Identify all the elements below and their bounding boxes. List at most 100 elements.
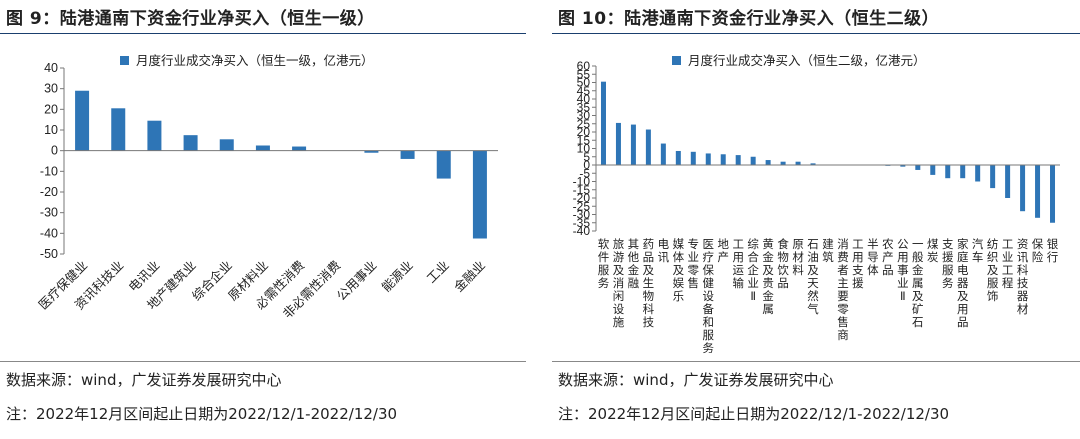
category-label: 务 bbox=[598, 276, 610, 290]
category-label: 及 bbox=[673, 263, 685, 277]
y-tick-label: 55 bbox=[577, 67, 591, 81]
category-label: 公用事业 bbox=[334, 258, 380, 304]
bar bbox=[960, 165, 966, 179]
category-label: 及 bbox=[643, 263, 655, 277]
y-tick-label: 0 bbox=[51, 144, 58, 158]
category-label: 工业 bbox=[424, 258, 452, 286]
y-tick-label: 10 bbox=[577, 142, 591, 156]
y-tick-label: 30 bbox=[44, 82, 58, 96]
y-tick-label: -20 bbox=[573, 191, 591, 205]
category-label: 气 bbox=[807, 302, 819, 316]
category-label: 费 bbox=[837, 250, 849, 264]
legend-label: 月度行业成交净买入（恒生一级，亿港元） bbox=[136, 53, 374, 68]
category-label: 金 bbox=[628, 263, 640, 277]
category-label: 药 bbox=[643, 237, 655, 251]
category-label: 科 bbox=[1017, 263, 1029, 277]
figure-title: 图 10：陆港通南下资金行业净买入（恒生二级） bbox=[558, 9, 940, 29]
y-tick-label: 15 bbox=[577, 133, 591, 147]
category-label: 保 bbox=[703, 263, 715, 277]
category-label: 用 bbox=[852, 250, 864, 264]
category-label: 物 bbox=[777, 250, 789, 264]
y-tick-label: 30 bbox=[577, 109, 591, 123]
category-label: 电 bbox=[957, 263, 969, 277]
category-label: 一 bbox=[912, 237, 924, 251]
category-label: 体 bbox=[867, 263, 879, 277]
category-label: 原 bbox=[792, 237, 804, 251]
y-tick-label: -10 bbox=[573, 175, 591, 189]
y-tick-label: 60 bbox=[577, 59, 591, 73]
category-label: 及 bbox=[762, 263, 774, 277]
category-label: 筑 bbox=[822, 250, 834, 264]
category-label: 及 bbox=[912, 289, 924, 303]
category-label: 织 bbox=[987, 250, 999, 264]
category-label: 体 bbox=[673, 250, 685, 264]
category-label: 软 bbox=[598, 237, 610, 251]
category-label: 贵 bbox=[762, 276, 774, 290]
category-label: 旅 bbox=[613, 237, 625, 251]
bar bbox=[795, 161, 801, 165]
category-label: 和 bbox=[703, 315, 715, 329]
category-label: 用 bbox=[957, 302, 969, 316]
category-label: 要 bbox=[837, 289, 849, 303]
category-label: 备 bbox=[703, 302, 715, 316]
category-label: 及 bbox=[957, 289, 969, 303]
y-tick-label: -30 bbox=[40, 206, 58, 220]
bar bbox=[615, 122, 621, 165]
category-label: 服 bbox=[703, 328, 715, 342]
category-label: 品 bbox=[957, 315, 969, 329]
data-source: 数据来源：wind，广发证券发展研究中心 bbox=[6, 371, 282, 389]
category-label: 工 bbox=[1002, 263, 1014, 277]
category-label: 乐 bbox=[673, 289, 685, 303]
category-label: 设 bbox=[613, 302, 625, 316]
category-label: 庭 bbox=[957, 250, 969, 264]
category-label: 电 bbox=[658, 237, 670, 251]
bar bbox=[1050, 165, 1056, 223]
category-label: 生 bbox=[643, 276, 655, 290]
y-tick-label: 45 bbox=[577, 84, 591, 98]
category-label: 服 bbox=[598, 263, 610, 277]
figure-9-panel: 图 9：陆港通南下资金行业净买入（恒生一级） -50 -40 -30 -20 -10 0 1… bbox=[0, 0, 526, 439]
category-label: 零 bbox=[688, 263, 700, 277]
category-label: 银 bbox=[1047, 237, 1059, 251]
category-label: 讯 bbox=[658, 250, 670, 264]
category-label: 医 bbox=[703, 237, 715, 251]
bar bbox=[900, 165, 906, 167]
category-label: 矿 bbox=[912, 302, 924, 316]
category-label: 汽 bbox=[972, 237, 984, 251]
category-label: 石 bbox=[807, 237, 819, 251]
category-label: 输 bbox=[732, 276, 744, 290]
category-label: 零 bbox=[837, 302, 849, 316]
category-label: 资 bbox=[1017, 237, 1029, 251]
bar bbox=[675, 150, 681, 165]
category-label: 技 bbox=[643, 315, 655, 329]
category-label: 及 bbox=[613, 263, 625, 277]
y-tick-label: -30 bbox=[573, 208, 591, 222]
category-label: 能源业 bbox=[379, 258, 416, 295]
y-tick-label: 25 bbox=[577, 117, 591, 131]
category-label: 材 bbox=[792, 250, 804, 264]
category-label: 务 bbox=[942, 276, 954, 290]
bar bbox=[472, 150, 487, 239]
category-label: 业 bbox=[897, 276, 909, 290]
category-label: 物 bbox=[643, 289, 655, 303]
y-tick-label: -40 bbox=[573, 224, 591, 238]
industry-level2-bar-chart: -40-35-30-25-20-15-10-505101520253035404… bbox=[573, 53, 1060, 355]
category-label: 地 bbox=[717, 237, 729, 251]
category-label: 金 bbox=[912, 263, 924, 277]
category-label: 企 bbox=[747, 263, 759, 277]
category-label: 煤 bbox=[927, 237, 939, 251]
category-label: 导 bbox=[867, 250, 879, 264]
category-label: 消 bbox=[837, 237, 849, 251]
category-label: 业 bbox=[1002, 250, 1014, 264]
category-label: 品 bbox=[882, 263, 894, 277]
y-tick-label: 20 bbox=[44, 102, 58, 116]
bar bbox=[1035, 165, 1041, 218]
category-label: 消 bbox=[613, 276, 625, 290]
bar bbox=[765, 160, 771, 165]
category-label: 食 bbox=[777, 237, 789, 251]
y-tick-label: 35 bbox=[577, 100, 591, 114]
category-label: 售 bbox=[688, 276, 700, 290]
category-label: 媒 bbox=[673, 237, 685, 251]
y-tick-label: -15 bbox=[573, 183, 591, 197]
y-tick-label: -25 bbox=[573, 199, 591, 213]
